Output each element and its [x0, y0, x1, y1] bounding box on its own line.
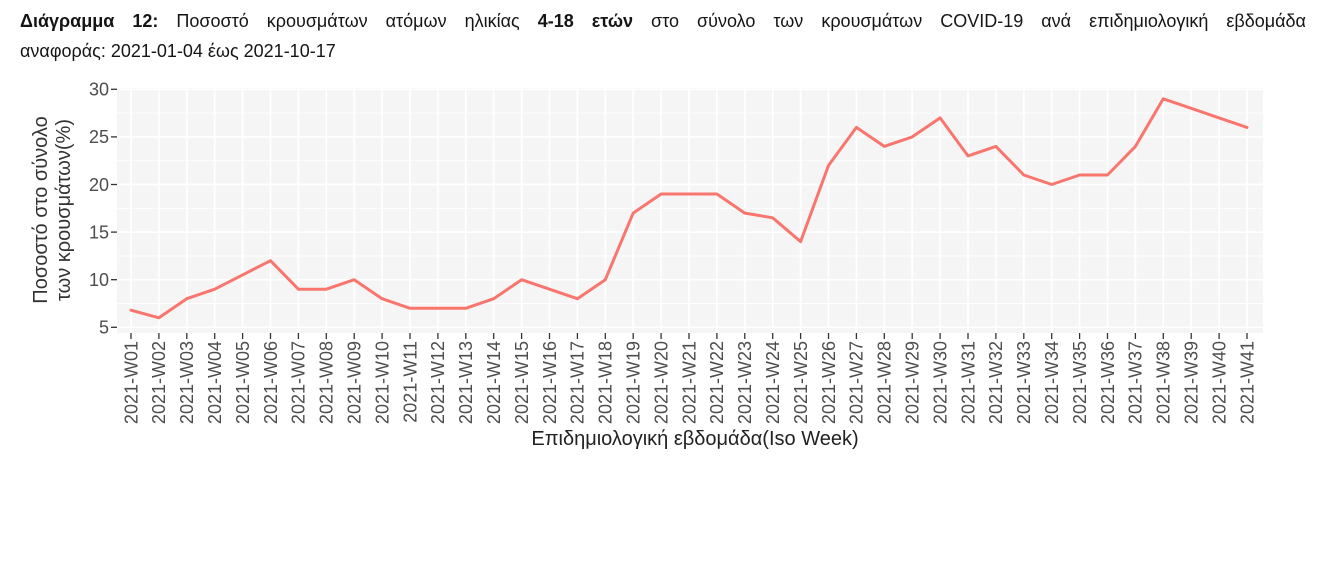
- x-tick-label: 2021-W01: [121, 341, 141, 424]
- x-tick-label: 2021-W37: [1126, 341, 1146, 424]
- y-tick-label: 15: [89, 222, 109, 242]
- x-tick-label: 2021-W13: [456, 341, 476, 424]
- x-tick-label: 2021-W08: [317, 341, 337, 424]
- x-tick-label: 2021-W27: [847, 341, 867, 424]
- x-tick-label: 2021-W41: [1237, 341, 1257, 424]
- plot-panel: [117, 88, 1263, 333]
- x-tick-label: 2021-W17: [568, 341, 588, 424]
- x-tick-label: 2021-W39: [1182, 341, 1202, 424]
- x-tick-label: 2021-W36: [1098, 341, 1118, 424]
- x-tick-label: 2021-W22: [707, 341, 727, 424]
- x-tick-label: 2021-W29: [903, 341, 923, 424]
- y-tick-label: 20: [89, 175, 109, 195]
- x-tick-label: 2021-W05: [233, 341, 253, 424]
- x-tick-label: 2021-W04: [205, 341, 225, 424]
- x-tick-label: 2021-W40: [1209, 341, 1229, 424]
- x-tick-label: 2021-W32: [986, 341, 1006, 424]
- legend: Ηλικιακή ομάδα 4-18 ετών(%): [0, 476, 1324, 520]
- x-tick-label: 2021-W02: [149, 341, 169, 424]
- y-axis-title: των κρουσμάτων(%): [53, 119, 75, 301]
- y-tick-label: 30: [89, 80, 109, 100]
- x-tick-label: 2021-W12: [428, 341, 448, 424]
- x-tick-label: 2021-W23: [735, 341, 755, 424]
- figure-number-label: Διάγραμμα 12:: [20, 11, 159, 31]
- x-tick-label: 2021-W03: [177, 341, 197, 424]
- x-tick-label: 2021-W20: [651, 341, 671, 424]
- figure-title: Διάγραμμα 12: Ποσοστό κρουσμάτων ατόμων …: [20, 6, 1306, 66]
- y-tick-label: 25: [89, 127, 109, 147]
- x-tick-label: 2021-W28: [875, 341, 895, 424]
- x-tick-label: 2021-W18: [596, 341, 616, 424]
- x-tick-label: 2021-W26: [819, 341, 839, 424]
- figure-title-text-a: Ποσοστό κρουσμάτων ατόμων ηλικίας: [176, 11, 520, 31]
- x-tick-label: 2021-W16: [540, 341, 560, 424]
- x-tick-label: 2021-W11: [400, 341, 420, 423]
- x-tick-label: 2021-W07: [289, 341, 309, 424]
- x-tick-label: 2021-W19: [624, 341, 644, 424]
- y-tick-label: 5: [99, 318, 109, 338]
- x-tick-label: 2021-W25: [791, 341, 811, 424]
- x-axis-title: Επιδημιολογική εβδομάδα(Iso Week): [531, 428, 858, 450]
- line-chart-svg: 5 10 15 20 25 30 2021-W01 2021-W02 2021-W03 2021-…: [30, 80, 1263, 450]
- x-tick-label: 2021-W34: [1042, 341, 1062, 424]
- y-tick-label: 10: [89, 270, 109, 290]
- x-tick-label: 2021-W21: [679, 341, 699, 424]
- x-tick-label: 2021-W10: [372, 341, 392, 424]
- x-tick-label: 2021-W30: [930, 341, 950, 424]
- x-tick-label: 2021-W06: [261, 341, 281, 424]
- x-tick-label: 2021-W33: [1014, 341, 1034, 424]
- figure-title-age-group: 4-18 ετών: [537, 11, 634, 31]
- x-tick-label: 2021-W14: [484, 341, 504, 424]
- x-tick-label: 2021-W35: [1070, 341, 1090, 424]
- x-tick-label: 2021-W24: [763, 341, 783, 424]
- figure-title-line1: Διάγραμμα 12: Ποσοστό κρουσμάτων ατόμων …: [20, 6, 1306, 36]
- chart: 5 10 15 20 25 30 2021-W01 2021-W02 2021-W03 2021-…: [0, 78, 1324, 460]
- x-tick-label: 2021-W31: [958, 341, 978, 424]
- y-axis-title: Ποσοστό στο σύνολο: [30, 116, 52, 303]
- x-tick-label: 2021-W09: [345, 341, 365, 424]
- figure-title-line2: αναφοράς: 2021-01-04 έως 2021-10-17: [20, 41, 336, 61]
- data-line-age-4-18: [129, 97, 1249, 320]
- x-tick-label: 2021-W38: [1154, 341, 1174, 424]
- figure-title-text-b: στο σύνολο των κρουσμάτων COVID-19 ανά ε…: [651, 11, 1306, 31]
- x-tick-label: 2021-W15: [512, 341, 532, 424]
